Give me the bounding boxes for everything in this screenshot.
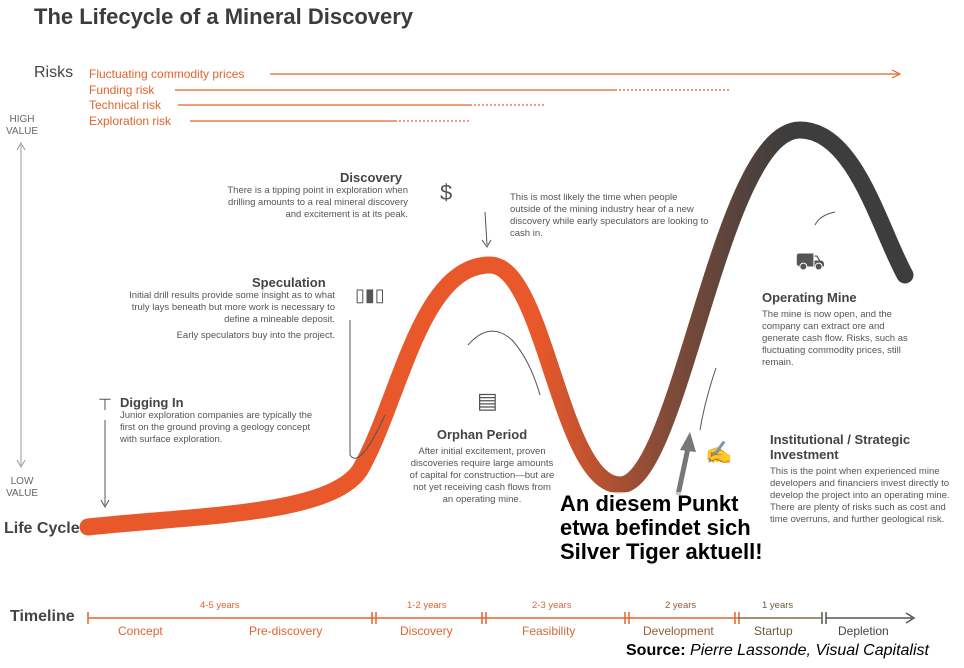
stage-title: Digging In: [120, 395, 184, 410]
stage-text: The mine is now open, and the company ca…: [762, 309, 908, 368]
drill-icon: ⊤: [98, 397, 112, 414]
duration: 1-2 years: [407, 600, 447, 611]
duration: 1 years: [762, 600, 794, 611]
timeline-line: [87, 612, 916, 624]
risks-heading: Risks: [34, 64, 74, 81]
stage-speculation: Speculation Initial drill results provid…: [115, 275, 335, 342]
annotation-arrow: [675, 432, 696, 496]
clipboard-icon: ▤: [477, 388, 498, 413]
source-text: Pierre Lassonde, Visual Capitalist: [690, 642, 929, 659]
phase: Pre-discovery: [249, 624, 323, 638]
risk-technical: Technical risk: [89, 98, 162, 112]
stage-digging-in: Digging In Junior exploration companies …: [120, 395, 320, 446]
risk-exploration: Exploration risk: [89, 114, 172, 128]
stage-text: Initial drill results provide some insig…: [129, 290, 335, 325]
phase: Discovery: [400, 624, 453, 638]
stage-title: Institutional / Strategic Investment: [770, 432, 911, 462]
stage-text: After initial excitement, proven discove…: [409, 446, 555, 505]
source-label: Source:: [626, 642, 686, 659]
stage-title: Discovery: [340, 170, 403, 185]
timeline-label: Timeline: [10, 608, 75, 625]
stage-text: Junior exploration companies are typical…: [120, 410, 313, 445]
risk-commodity: Fluctuating commodity prices: [89, 67, 245, 81]
stage-orphan-period: Orphan Period After initial excitement, …: [408, 427, 556, 506]
annotation-text: An diesem Punkt etwa befindet sich Silve…: [560, 492, 765, 564]
mine-cart-icon: ⛟: [795, 248, 826, 275]
stage-discovery: Discovery There is a tipping point in ex…: [225, 170, 408, 221]
stage-title: Speculation: [252, 275, 326, 290]
phase: Development: [643, 624, 714, 638]
money-contract-icon: ✍: [705, 440, 733, 465]
stage-text: This is the point when experienced mine …: [770, 466, 950, 525]
risk-funding: Funding risk: [89, 83, 155, 97]
stage-title: Operating Mine: [762, 290, 857, 305]
source-line: Source: Pierre Lassonde, Visual Capitali…: [626, 642, 929, 660]
stage-institutional-investment: Institutional / Strategic Investment Thi…: [770, 432, 960, 526]
stage-text-2: Early speculators buy into the project.: [176, 330, 335, 341]
high-value-label: HIGH VALUE: [5, 114, 39, 137]
stage-title: Orphan Period: [436, 427, 528, 442]
stage-operating-mine: Operating Mine The mine is now open, and…: [762, 290, 912, 369]
value-axis: [16, 141, 26, 469]
duration: 2 years: [665, 600, 697, 611]
phase: Feasibility: [522, 624, 576, 638]
life-cycle-label: Life Cycle: [4, 520, 80, 537]
phase: Concept: [118, 624, 163, 638]
lifecycle-curve: [79, 121, 914, 536]
phase: Startup: [754, 624, 793, 638]
pointer-arrows: [100, 211, 836, 509]
low-value-label: LOW VALUE: [5, 476, 39, 499]
duration: 4-5 years: [200, 600, 240, 611]
desk-dollar-icon: $: [440, 180, 453, 205]
stage-text: There is a tipping point in exploration …: [227, 185, 408, 220]
arrow-icon: [891, 69, 902, 79]
duration: 2-3 years: [532, 600, 572, 611]
page-title: The Lifecycle of a Mineral Discovery: [34, 4, 414, 29]
phase: Depletion: [838, 624, 889, 638]
risk-lines: [175, 69, 902, 122]
discovery-text-2: This is most likely the time when people…: [510, 192, 709, 239]
candlestick-chart-icon: ▯▮▯: [355, 285, 385, 305]
